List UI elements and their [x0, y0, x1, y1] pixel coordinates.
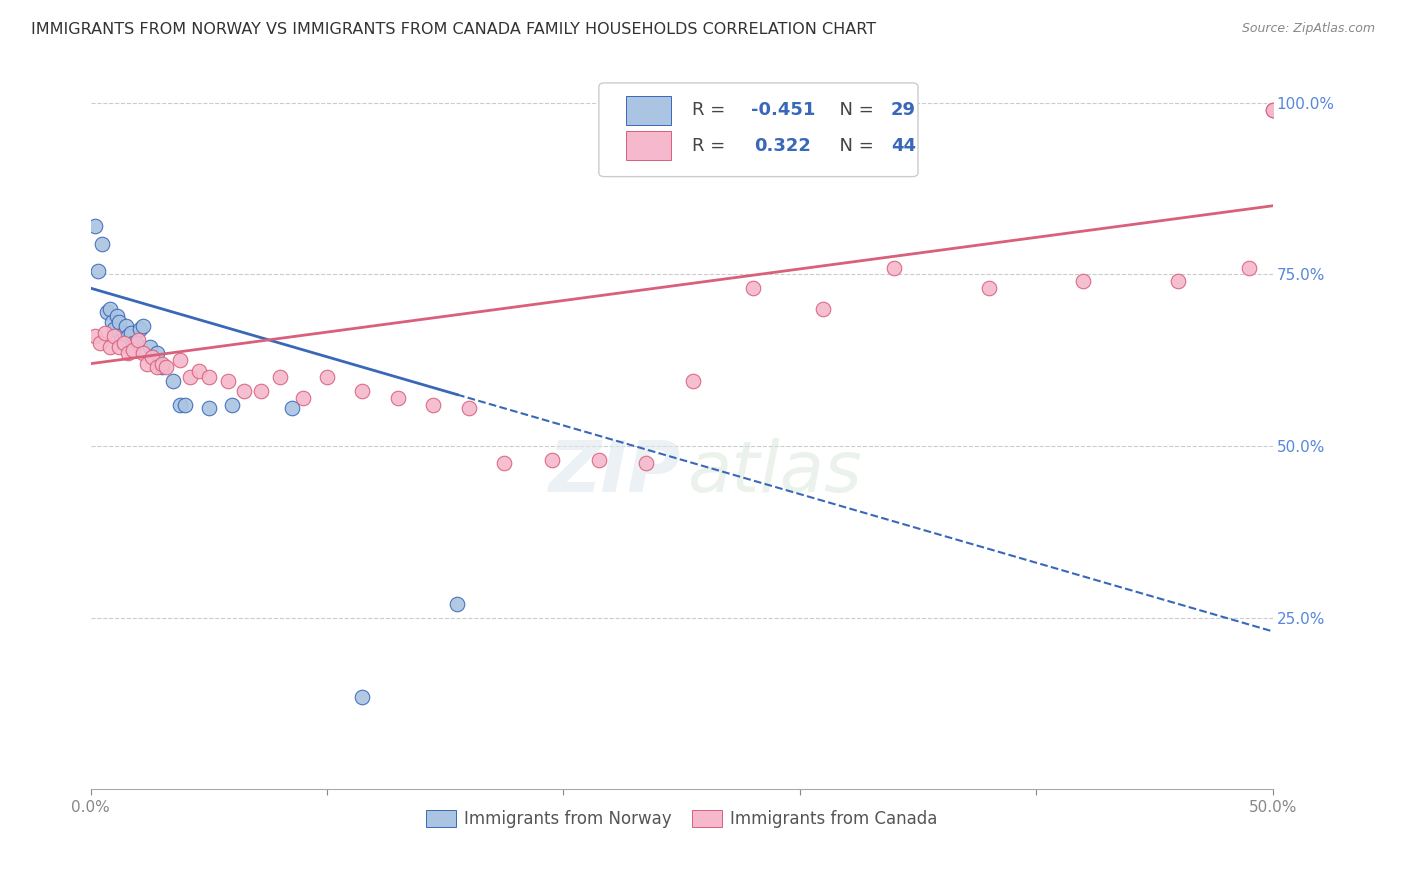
- Text: N =: N =: [828, 136, 880, 154]
- Point: [316, 370, 339, 384]
- Point: [179, 370, 201, 384]
- Point: [269, 370, 291, 384]
- Point: [117, 346, 139, 360]
- Point: [1261, 103, 1284, 117]
- Point: [813, 301, 835, 316]
- Point: [103, 329, 125, 343]
- Point: [174, 398, 197, 412]
- Point: [198, 401, 221, 416]
- Point: [129, 322, 152, 336]
- Point: [136, 357, 159, 371]
- Point: [101, 316, 124, 330]
- Point: [977, 281, 1000, 295]
- Point: [352, 690, 374, 704]
- Point: [112, 336, 135, 351]
- Point: [150, 357, 173, 371]
- Point: [682, 374, 704, 388]
- Point: [233, 384, 256, 398]
- Point: [169, 398, 191, 412]
- Text: N =: N =: [828, 102, 880, 120]
- Point: [138, 339, 160, 353]
- Point: [115, 318, 138, 333]
- Point: [155, 360, 177, 375]
- Point: [1167, 274, 1189, 288]
- Point: [110, 333, 132, 347]
- Point: [122, 343, 145, 357]
- Point: [98, 339, 121, 353]
- Point: [127, 333, 149, 347]
- Point: [588, 452, 610, 467]
- Point: [422, 398, 444, 412]
- Point: [146, 346, 169, 360]
- Text: atlas: atlas: [688, 438, 862, 507]
- Point: [188, 363, 211, 377]
- Text: R =: R =: [692, 136, 737, 154]
- Point: [280, 401, 302, 416]
- Point: [540, 452, 562, 467]
- FancyBboxPatch shape: [626, 96, 671, 125]
- Point: [457, 401, 479, 416]
- Point: [352, 384, 374, 398]
- Point: [112, 326, 135, 340]
- Text: ZIP: ZIP: [550, 438, 682, 507]
- Point: [120, 326, 142, 340]
- Point: [124, 336, 146, 351]
- Point: [169, 353, 191, 368]
- Point: [131, 318, 153, 333]
- Legend: Immigrants from Norway, Immigrants from Canada: Immigrants from Norway, Immigrants from …: [419, 804, 943, 835]
- Point: [446, 597, 468, 611]
- Point: [117, 329, 139, 343]
- Point: [108, 339, 131, 353]
- Point: [89, 336, 111, 351]
- Text: R =: R =: [692, 102, 731, 120]
- Text: 0.322: 0.322: [754, 136, 811, 154]
- Point: [221, 398, 243, 412]
- Point: [1073, 274, 1095, 288]
- FancyBboxPatch shape: [626, 131, 671, 160]
- Text: IMMIGRANTS FROM NORWAY VS IMMIGRANTS FROM CANADA FAMILY HOUSEHOLDS CORRELATION C: IMMIGRANTS FROM NORWAY VS IMMIGRANTS FRO…: [31, 22, 876, 37]
- Point: [96, 305, 118, 319]
- Point: [91, 236, 114, 251]
- Point: [108, 316, 131, 330]
- Point: [122, 336, 145, 351]
- Point: [103, 322, 125, 336]
- Text: Source: ZipAtlas.com: Source: ZipAtlas.com: [1241, 22, 1375, 36]
- Text: 29: 29: [891, 102, 915, 120]
- Point: [217, 374, 239, 388]
- Point: [105, 309, 128, 323]
- Point: [387, 391, 409, 405]
- Point: [198, 370, 221, 384]
- Text: 44: 44: [891, 136, 915, 154]
- Point: [141, 350, 163, 364]
- Text: -0.451: -0.451: [751, 102, 815, 120]
- Point: [1261, 103, 1284, 117]
- Point: [883, 260, 905, 275]
- Point: [86, 264, 108, 278]
- FancyBboxPatch shape: [599, 83, 918, 177]
- Point: [494, 456, 516, 470]
- Point: [162, 374, 184, 388]
- Point: [84, 329, 107, 343]
- Point: [250, 384, 273, 398]
- Point: [150, 360, 173, 375]
- Point: [131, 346, 153, 360]
- Point: [146, 360, 169, 375]
- Point: [741, 281, 763, 295]
- Point: [1237, 260, 1260, 275]
- Point: [94, 326, 117, 340]
- Point: [98, 301, 121, 316]
- Point: [292, 391, 315, 405]
- Point: [636, 456, 658, 470]
- Point: [84, 219, 107, 234]
